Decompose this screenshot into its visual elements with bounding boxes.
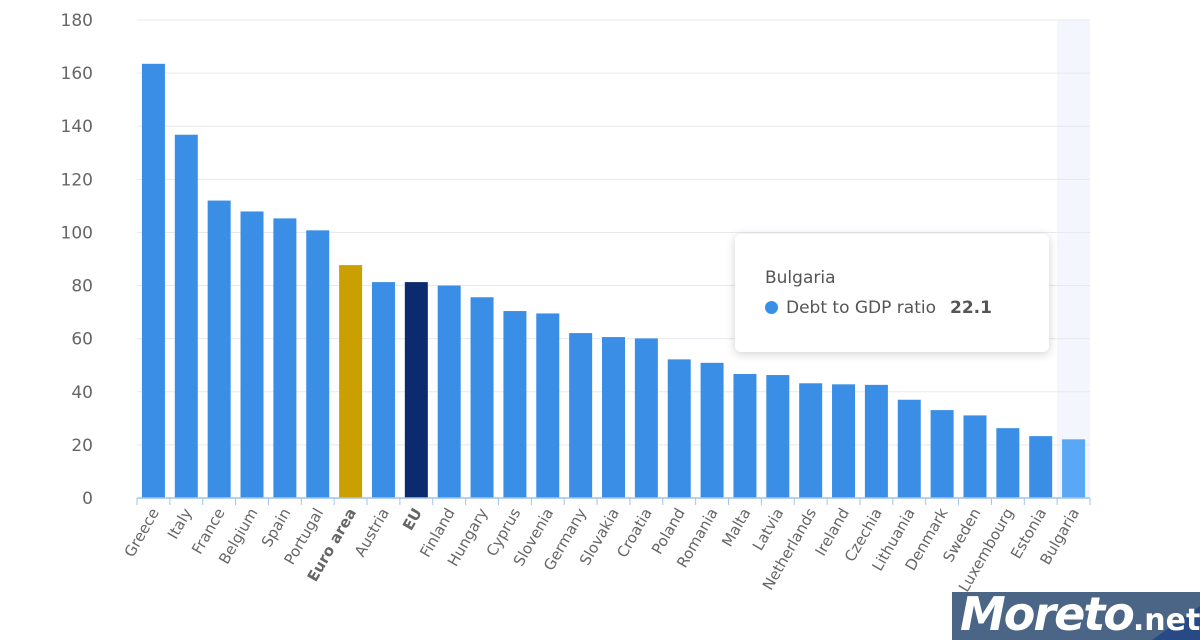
bar-poland[interactable] [667, 359, 691, 498]
watermark-graphic [1152, 606, 1200, 640]
bar-sweden[interactable] [963, 415, 987, 498]
watermark-logo: Moreto.net [952, 592, 1200, 640]
watermark-text: Moreto [960, 592, 1135, 640]
y-tick-label: 40 [71, 383, 93, 403]
bar-estonia[interactable] [1029, 436, 1053, 498]
y-tick-label: 60 [71, 330, 93, 350]
tooltip-row: Debt to GDP ratio 22.1 [765, 298, 992, 318]
tooltip-value: 22.1 [950, 298, 992, 318]
bar-austria[interactable] [371, 282, 395, 498]
bar-eu[interactable] [404, 282, 428, 498]
bar-croatia[interactable] [634, 338, 658, 498]
x-tick-label: EU [399, 505, 426, 533]
y-tick-label: 160 [61, 64, 93, 84]
watermark-suffix: .net [1132, 603, 1200, 638]
bar-portugal[interactable] [306, 230, 330, 498]
bar-bulgaria[interactable] [1062, 439, 1086, 498]
bar-hungary[interactable] [470, 297, 494, 498]
bar-romania[interactable] [700, 362, 724, 498]
watermark-line: Moreto.net [960, 592, 1200, 640]
bar-slovenia[interactable] [536, 313, 560, 498]
bar-slovakia[interactable] [602, 337, 625, 498]
y-tick-label: 180 [61, 11, 93, 31]
bar-ireland[interactable] [832, 384, 856, 498]
x-tick-label: Greece [121, 505, 163, 560]
bar-spain[interactable] [273, 218, 297, 498]
y-tick-label: 140 [61, 117, 93, 137]
bar-germany[interactable] [569, 333, 593, 498]
bar-czechia[interactable] [864, 384, 888, 498]
y-tick-label: 0 [82, 489, 93, 509]
bar-netherlands[interactable] [799, 383, 823, 498]
bar-cyprus[interactable] [503, 311, 527, 498]
bar-denmark[interactable] [930, 410, 954, 498]
bar-euro-area[interactable] [339, 265, 363, 498]
tooltip-title: Bulgaria [765, 268, 836, 288]
series-dot-icon [765, 301, 778, 314]
x-tick-label: Italy [164, 505, 196, 542]
tooltip: Bulgaria Debt to GDP ratio 22.1 [735, 234, 1049, 352]
bar-belgium[interactable] [240, 211, 264, 498]
y-tick-label: 20 [71, 436, 93, 456]
bar-greece[interactable] [141, 63, 165, 499]
bar-finland[interactable] [437, 285, 461, 498]
bar-italy[interactable] [174, 134, 198, 498]
y-tick-label: 80 [71, 277, 93, 297]
bar-malta[interactable] [733, 373, 757, 498]
bar-latvia[interactable] [766, 375, 790, 498]
tooltip-series: Debt to GDP ratio [786, 298, 936, 318]
bar-france[interactable] [207, 200, 231, 499]
bar-luxembourg[interactable] [996, 428, 1020, 498]
hover-band [1057, 20, 1090, 498]
y-tick-label: 120 [61, 170, 93, 190]
y-tick-label: 100 [61, 223, 93, 243]
bar-lithuania[interactable] [897, 399, 921, 498]
